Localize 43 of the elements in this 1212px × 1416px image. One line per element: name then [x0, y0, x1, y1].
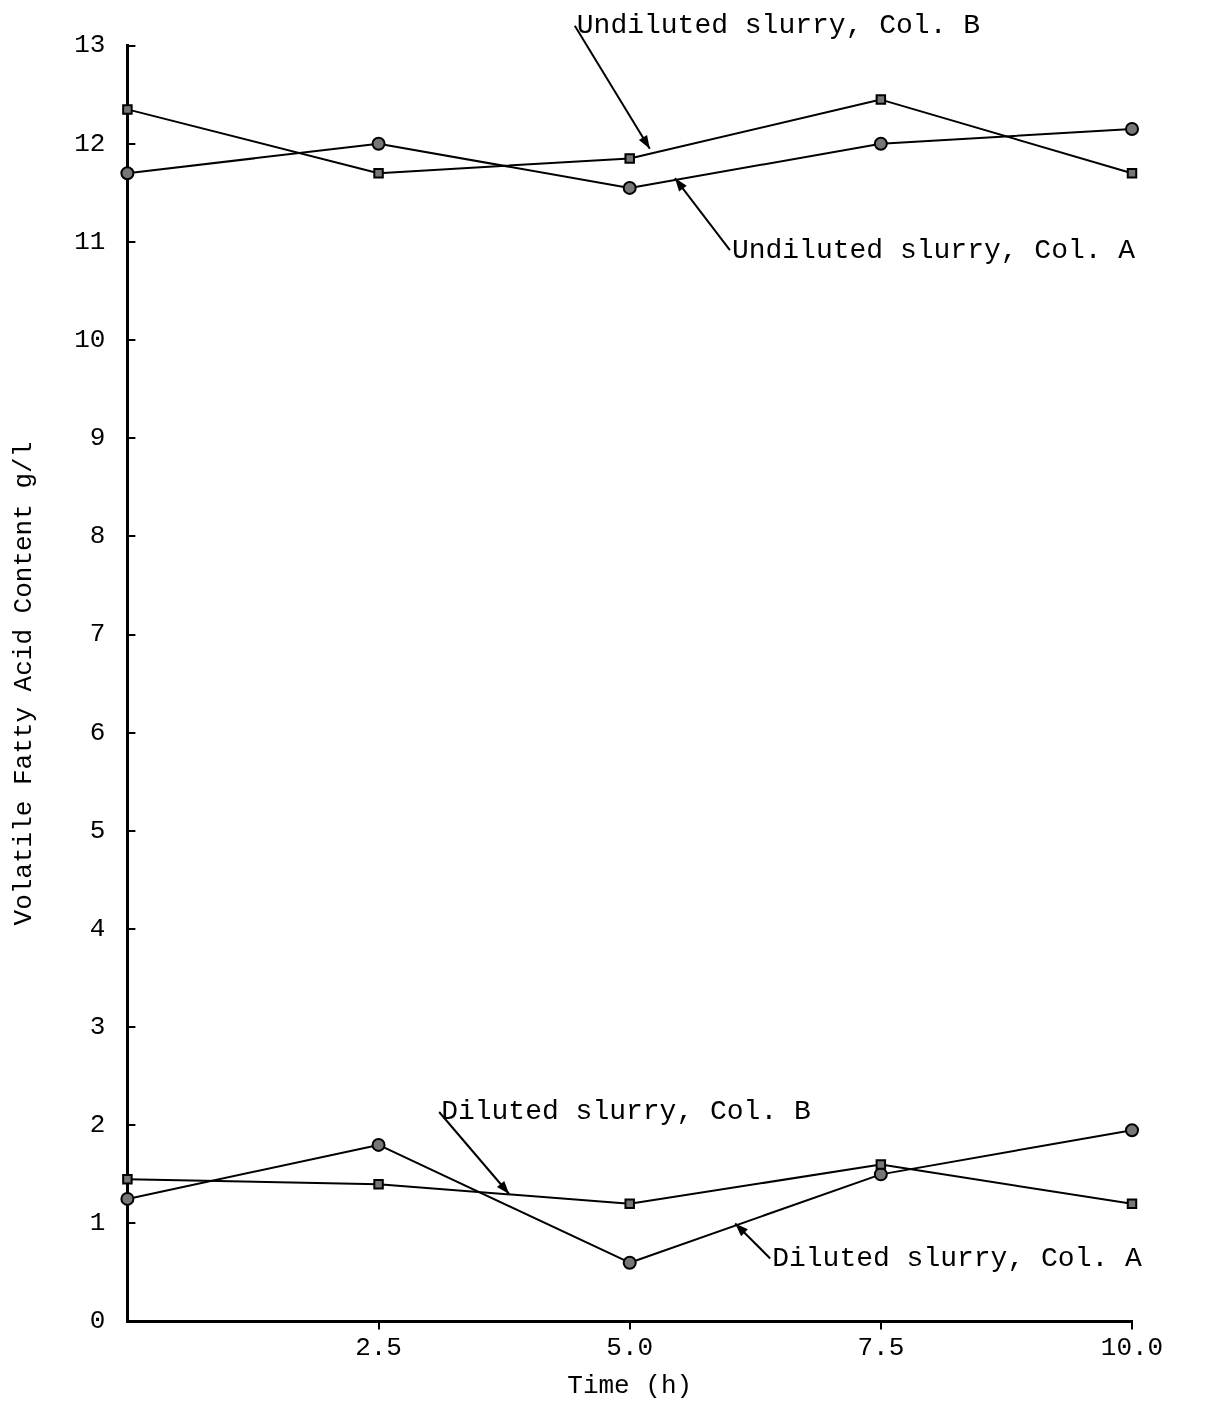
y-tick-label: 3: [89, 1012, 106, 1043]
annotation: Diluted slurry, Col. B: [441, 1096, 811, 1128]
y-tick-label: 4: [89, 913, 106, 944]
point: [371, 1137, 386, 1152]
point: [622, 180, 637, 195]
point: [120, 166, 135, 181]
point: [373, 167, 384, 179]
y-tick-label: 13: [74, 30, 106, 61]
y-tick-label: 10: [74, 324, 106, 355]
point: [1125, 1123, 1139, 1138]
point: [1126, 167, 1138, 179]
y-tick-label: 1: [89, 1208, 106, 1239]
point: [1126, 1198, 1138, 1210]
x-tick-label: 7.5: [857, 1333, 905, 1364]
y-tick-label: 7: [89, 619, 106, 650]
x-tick-label: 10.0: [1100, 1333, 1164, 1364]
y-tick-label: 6: [89, 717, 106, 748]
y-tick-label: 11: [74, 226, 106, 257]
point: [373, 1178, 384, 1190]
point: [1125, 122, 1139, 137]
x-tick-label: 5.0: [606, 1333, 654, 1364]
point: [122, 104, 133, 115]
y-axis-title: Volatile Fatty Acid Content g/l: [9, 441, 40, 926]
point: [875, 94, 887, 105]
point: [875, 1159, 887, 1170]
point: [624, 153, 635, 164]
point: [873, 136, 888, 151]
y-tick-label: 5: [89, 815, 106, 846]
point: [122, 1174, 133, 1185]
point: [371, 136, 386, 151]
annotation: Undiluted slurry, Col. B: [576, 10, 981, 42]
point: [622, 1255, 637, 1270]
x-tick-label: 2.5: [355, 1333, 402, 1364]
y-tick-label: 2: [89, 1110, 106, 1141]
annotation: Diluted slurry, Col. A: [772, 1242, 1143, 1274]
point: [624, 1198, 635, 1210]
y-tick-label: 12: [74, 128, 106, 159]
y-tick-label: 9: [89, 423, 106, 454]
point: [120, 1191, 135, 1206]
x-axis-title: Time (h): [567, 1371, 693, 1402]
annotation: Undiluted slurry, Col. A: [731, 234, 1136, 266]
y-tick-label: 0: [89, 1306, 106, 1337]
y-tick-label: 8: [89, 521, 106, 552]
